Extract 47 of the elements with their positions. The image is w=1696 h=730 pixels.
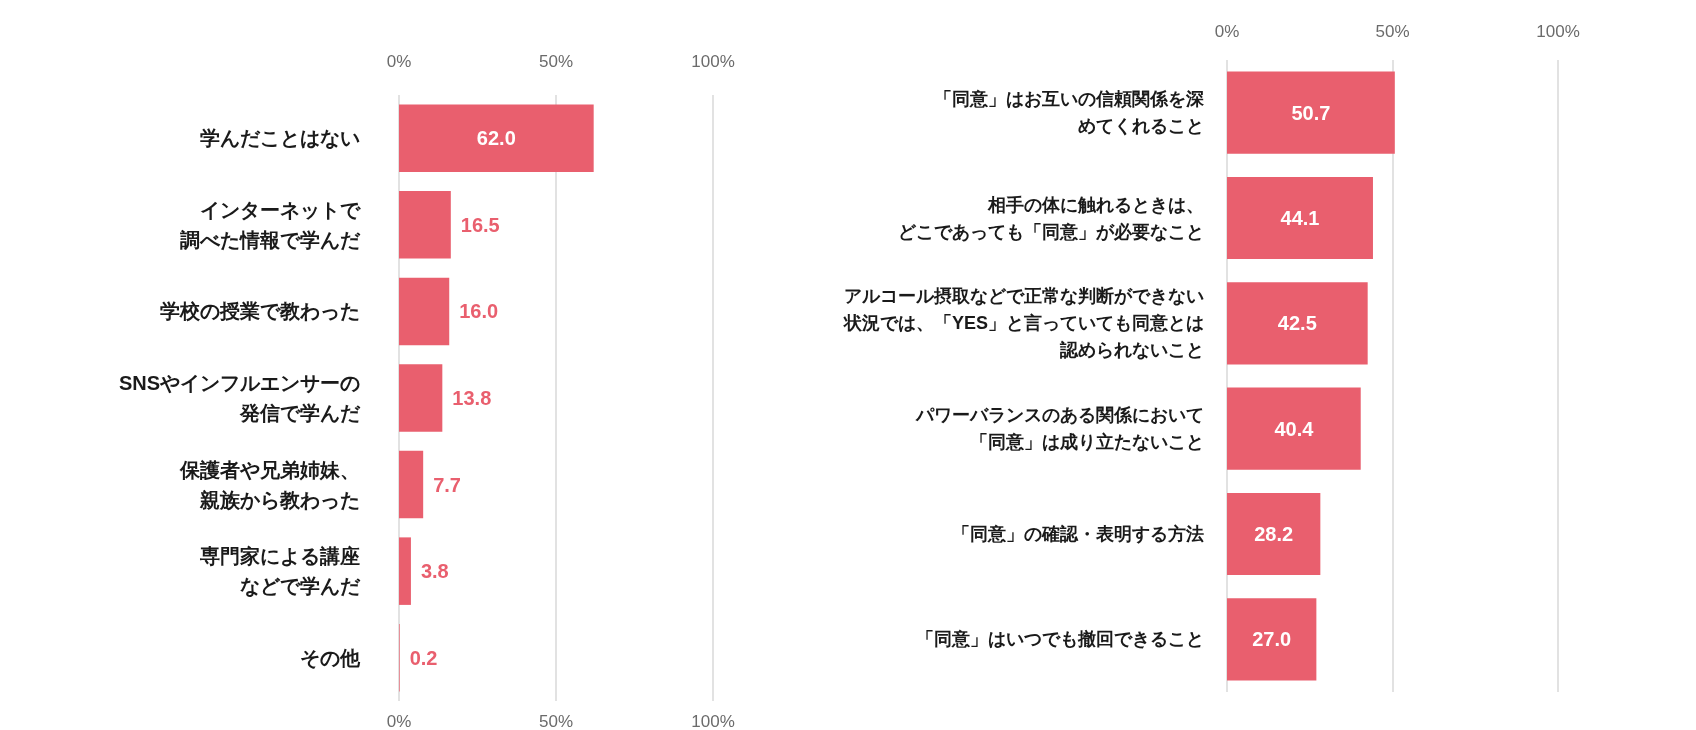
data-label: 42.5	[1277, 312, 1317, 335]
y-tick-label: 「同意」はお互いの信頼関係を深めてくれること	[934, 89, 1205, 137]
y-tick-label: 学んだことはない	[200, 127, 360, 150]
data-label: 13.8	[452, 387, 492, 409]
bar	[399, 104, 594, 173]
bar	[399, 277, 450, 346]
y-tick-label: アルコール摂取などで正常な判断ができない状況では、「YES」と言っていても同意とは認められないこと	[841, 286, 1204, 361]
data-label: 3.8	[420, 560, 449, 583]
y-tick-label: 「同意」の確認・表明する方法	[952, 524, 1204, 544]
data-label: 0.2	[409, 646, 438, 669]
x-tick-label: 0%	[1214, 22, 1240, 41]
data-label: 44.1	[1280, 207, 1320, 229]
data-label: 16.5	[460, 213, 500, 236]
x-tick-label: 50%	[538, 712, 574, 730]
y-tick-label: パワーバランスのある関係において「同意」は成り立たないこと	[915, 405, 1204, 453]
data-label: 50.7	[1291, 101, 1331, 124]
data-label: 62.0	[476, 127, 516, 150]
bar	[1227, 492, 1321, 576]
x-tick-label: 50%	[1375, 22, 1410, 41]
x2-tick-label: 100%	[691, 52, 735, 71]
data-label: 7.7	[433, 473, 461, 496]
x2-tick-label: 0%	[386, 52, 412, 71]
y-tick-label: インターネットで調べた情報で学んだ	[180, 198, 361, 251]
y-tick-label: SNSやインフルエンサーの発信で学んだ	[118, 372, 361, 424]
x2-tick-label: 50%	[538, 52, 574, 71]
bar	[1227, 71, 1395, 154]
y-tick-label: 相手の体に触れるときは、どこであっても「同意」が必要なこと	[898, 194, 1204, 242]
bar	[399, 450, 424, 519]
x-tick-label: 100%	[1536, 22, 1580, 41]
bar	[399, 191, 451, 259]
bar	[1227, 387, 1361, 470]
y-tick-label: 専門家による講座などで学んだ	[199, 545, 361, 598]
data-label: 16.0	[459, 300, 499, 323]
y-tick-label: 保護者や兄弟姉妹、親族から教わった	[179, 458, 360, 511]
data-label: 27.0	[1252, 628, 1292, 651]
y-tick-label: その他	[300, 646, 361, 669]
bar	[399, 364, 443, 432]
x-tick-label: 0%	[386, 712, 412, 730]
data-label: 28.2	[1254, 523, 1294, 545]
data-label: 40.4	[1274, 417, 1315, 440]
y-tick-label: 学校の授業で教わった	[160, 300, 360, 323]
bar	[1227, 598, 1317, 681]
y-tick-label: 「同意」はいつでも撤回できること	[916, 629, 1204, 650]
bar	[399, 537, 411, 605]
bar	[1227, 176, 1373, 260]
bar	[1227, 282, 1368, 365]
x-tick-label: 100%	[691, 712, 735, 730]
